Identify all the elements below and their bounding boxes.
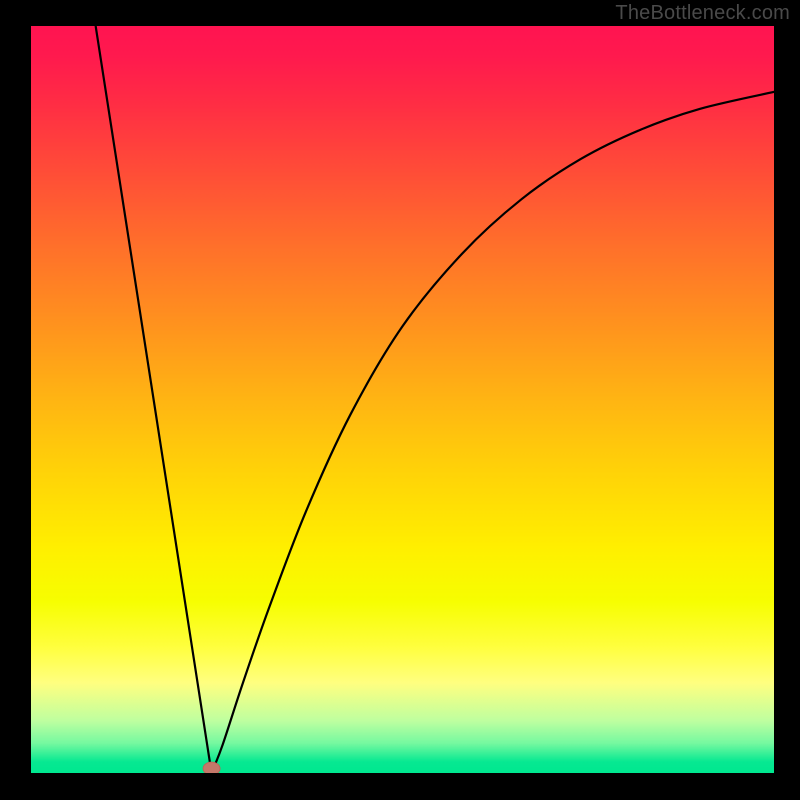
curve-layer <box>31 26 774 773</box>
plot-area <box>31 26 774 773</box>
watermark-text: TheBottleneck.com <box>615 2 790 25</box>
chart-frame: TheBottleneck.com <box>0 0 800 800</box>
vertex-marker <box>203 762 220 773</box>
bottleneck-curve <box>96 26 774 773</box>
